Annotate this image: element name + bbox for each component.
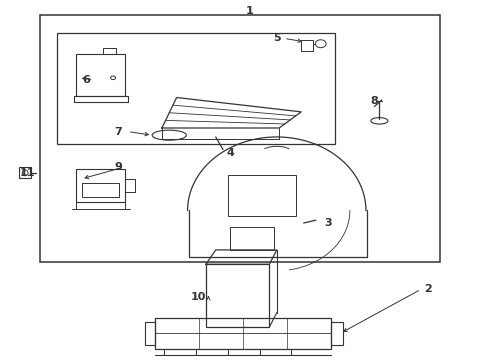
Text: 10: 10: [191, 292, 206, 302]
Bar: [301, 40, 314, 51]
Text: 2: 2: [424, 284, 432, 294]
Bar: [228, 175, 296, 216]
Bar: [206, 264, 270, 327]
Bar: [331, 321, 343, 345]
Text: 4: 4: [226, 148, 234, 158]
Bar: [145, 321, 155, 345]
Bar: [19, 167, 31, 178]
Text: 7: 7: [114, 127, 122, 136]
Text: 1: 1: [246, 6, 254, 16]
Bar: [82, 183, 120, 197]
Text: 11: 11: [20, 168, 35, 178]
Text: 5: 5: [273, 33, 281, 43]
Bar: [57, 33, 335, 144]
Bar: [155, 318, 331, 348]
Bar: [76, 169, 125, 202]
Text: 3: 3: [324, 218, 332, 228]
Text: 8: 8: [370, 96, 378, 106]
Text: 9: 9: [114, 162, 122, 172]
Bar: [76, 54, 125, 96]
Bar: [103, 48, 116, 54]
Bar: [40, 15, 441, 262]
Bar: [230, 226, 274, 250]
Text: 6: 6: [82, 75, 90, 85]
